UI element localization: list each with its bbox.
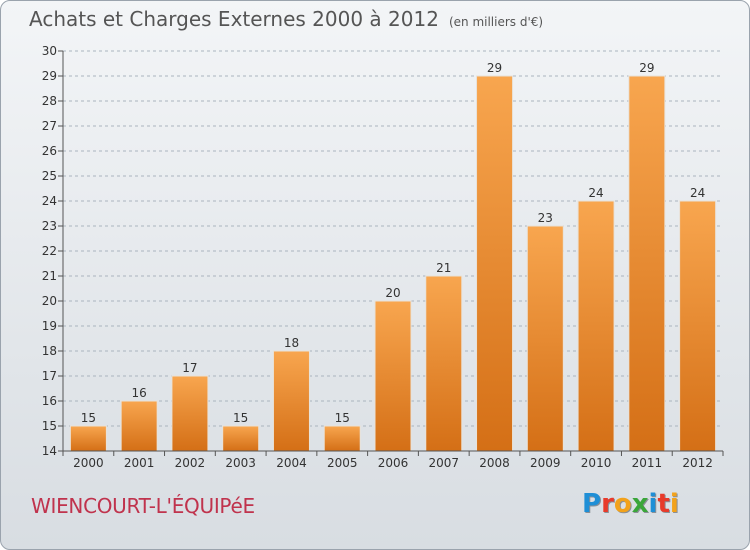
value-label-2009: 23 [538,211,553,225]
proxiti-logo: Proxiti [582,489,679,519]
bar-2005 [323,425,361,452]
y-tick-label: 29 [42,69,57,83]
x-tick-label-2004: 2004 [276,456,307,470]
bar-2002 [171,375,209,452]
bars [69,75,717,452]
axes [58,50,724,456]
y-tick-label: 27 [42,119,57,133]
unit-label: (en milliers d'€) [448,15,544,29]
value-label-2012: 24 [690,186,705,200]
logo-letter: P [582,489,602,519]
bar-2001 [120,400,158,452]
y-tick-label: 26 [42,144,57,158]
title-text: Achats et Charges Externes 2000 à 2012 [29,7,439,31]
logo-letter: o [613,489,632,519]
bar-2007 [425,275,463,452]
x-tick-label-2003: 2003 [225,456,256,470]
value-label-2008: 29 [487,61,502,75]
value-label-2003: 15 [233,411,248,425]
x-tick-label-2007: 2007 [428,456,459,470]
bar-2010 [577,200,615,452]
y-tick-label: 28 [42,94,57,108]
chart-title: Achats et Charges Externes 2000 à 2012 (e… [29,7,543,31]
y-tick-label: 18 [42,344,57,358]
bar-2003 [222,425,260,452]
value-label-2010: 24 [588,186,603,200]
logo-letter: i [669,489,679,519]
y-tick-label: 20 [42,294,57,308]
logo-letter: r [601,489,614,519]
logo-letter: t [657,489,670,519]
value-label-2001: 16 [132,386,147,400]
y-tick-label: 15 [42,419,57,433]
y-tick-label: 24 [42,194,57,208]
x-tick-label-2009: 2009 [530,456,561,470]
bar-2012 [679,200,717,452]
value-label-2005: 15 [335,411,350,425]
x-tick-label-2006: 2006 [378,456,409,470]
value-label-2002: 17 [182,361,197,375]
x-tick-label-2011: 2011 [632,456,663,470]
logo-letter: i [648,489,658,519]
y-tick-label: 16 [42,394,57,408]
value-label-2006: 20 [385,286,400,300]
y-tick-label: 23 [42,219,57,233]
commune-name: WIENCOURT-L'ÉQUIPéE [31,494,255,518]
x-tick-label-2000: 2000 [73,456,104,470]
labels: 14 15 16 17 18 19 20 21 22 23 24 25 26 27 28 29 30 15 2000… [42,44,713,470]
y-tick-label: 30 [42,44,57,58]
value-label-2000: 15 [81,411,96,425]
logo-letter: x [631,489,649,519]
bar-2011 [628,75,666,452]
bar-2008 [476,75,514,452]
x-tick-label-2002: 2002 [175,456,206,470]
y-tick-label: 22 [42,244,57,258]
x-tick-label-2005: 2005 [327,456,358,470]
x-tick-label-2001: 2001 [124,456,155,470]
bar-2006 [374,300,412,452]
y-tick-label: 14 [42,444,57,458]
value-label-2011: 29 [639,61,654,75]
y-tick-label: 17 [42,369,57,383]
bar-2000 [69,425,107,452]
x-tick-label-2008: 2008 [479,456,510,470]
y-tick-label: 21 [42,269,57,283]
value-label-2004: 18 [284,336,299,350]
x-tick-label-2010: 2010 [581,456,612,470]
bar-2009 [526,225,564,452]
x-tick-label-2012: 2012 [682,456,713,470]
y-tick-label: 19 [42,319,57,333]
value-label-2007: 21 [436,261,451,275]
y-tick-label: 25 [42,169,57,183]
bar-2004 [272,350,310,452]
